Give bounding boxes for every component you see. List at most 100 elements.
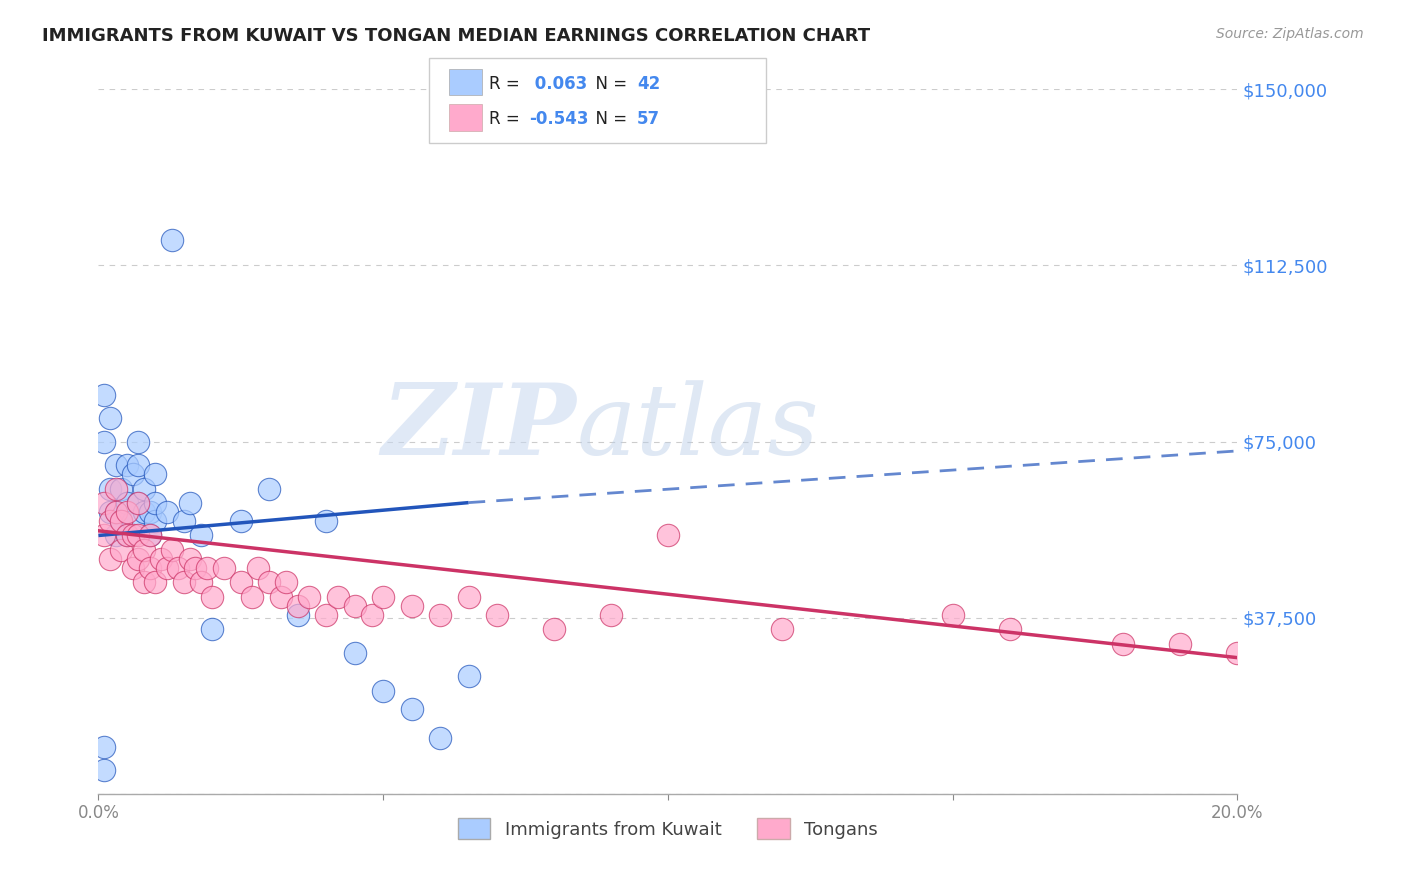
Text: atlas: atlas xyxy=(576,380,820,475)
Point xyxy=(298,590,321,604)
Point xyxy=(104,482,127,496)
Text: Source: ZipAtlas.com: Source: ZipAtlas.com xyxy=(1216,27,1364,41)
Point xyxy=(1226,646,1249,660)
Point xyxy=(104,528,127,542)
Point xyxy=(600,608,623,623)
Point xyxy=(1170,636,1192,650)
Point xyxy=(121,528,143,542)
Point xyxy=(127,458,149,472)
Point xyxy=(212,561,235,575)
Point xyxy=(150,552,173,566)
Point xyxy=(201,623,224,637)
Point xyxy=(110,515,132,529)
Point xyxy=(287,599,309,613)
Point xyxy=(93,739,115,754)
Text: 57: 57 xyxy=(637,111,659,128)
Point xyxy=(98,515,121,529)
Point xyxy=(179,495,201,509)
Point xyxy=(93,495,115,509)
Point xyxy=(543,623,565,637)
Point xyxy=(229,515,252,529)
Point xyxy=(429,608,451,623)
Point xyxy=(315,608,337,623)
Point xyxy=(190,575,212,590)
Point xyxy=(167,561,190,575)
Point xyxy=(127,434,149,449)
Point xyxy=(110,542,132,557)
Point xyxy=(276,575,298,590)
Point xyxy=(98,505,121,519)
Point xyxy=(138,528,160,542)
Text: IMMIGRANTS FROM KUWAIT VS TONGAN MEDIAN EARNINGS CORRELATION CHART: IMMIGRANTS FROM KUWAIT VS TONGAN MEDIAN … xyxy=(42,27,870,45)
Point xyxy=(132,482,155,496)
Point xyxy=(770,623,793,637)
Point xyxy=(162,542,184,557)
Point xyxy=(401,702,423,716)
Point xyxy=(360,608,382,623)
Point xyxy=(156,505,179,519)
Point xyxy=(173,575,195,590)
Point xyxy=(429,731,451,745)
Text: 0.063: 0.063 xyxy=(529,75,586,93)
Point xyxy=(657,528,679,542)
Point xyxy=(315,515,337,529)
Point xyxy=(121,467,143,482)
Point xyxy=(115,495,138,509)
Point xyxy=(179,552,201,566)
Point xyxy=(457,669,479,683)
Point xyxy=(127,495,149,509)
Point xyxy=(110,515,132,529)
Text: 42: 42 xyxy=(637,75,661,93)
Point xyxy=(1112,636,1135,650)
Point xyxy=(259,575,281,590)
Point xyxy=(138,561,160,575)
Point xyxy=(173,515,195,529)
Point xyxy=(115,528,138,542)
Point xyxy=(942,608,965,623)
Point xyxy=(93,387,115,401)
Point xyxy=(190,528,212,542)
Point xyxy=(138,528,160,542)
Point xyxy=(162,233,184,247)
Point xyxy=(104,505,127,519)
Point xyxy=(127,495,149,509)
Point xyxy=(401,599,423,613)
Point xyxy=(132,575,155,590)
Point xyxy=(184,561,207,575)
Point xyxy=(145,467,167,482)
Point xyxy=(121,561,143,575)
Point xyxy=(145,575,167,590)
Point xyxy=(343,599,366,613)
Text: N =: N = xyxy=(585,75,633,93)
Point xyxy=(104,458,127,472)
Point xyxy=(343,646,366,660)
Point xyxy=(93,528,115,542)
Point xyxy=(145,515,167,529)
Point xyxy=(246,561,269,575)
Point xyxy=(270,590,292,604)
Point xyxy=(104,505,127,519)
Point xyxy=(229,575,252,590)
Point xyxy=(115,528,138,542)
Point xyxy=(115,505,138,519)
Text: R =: R = xyxy=(489,111,526,128)
Text: -0.543: -0.543 xyxy=(529,111,588,128)
Point xyxy=(326,590,349,604)
Point xyxy=(259,482,281,496)
Point xyxy=(127,552,149,566)
Point xyxy=(132,505,155,519)
Text: N =: N = xyxy=(585,111,633,128)
Point xyxy=(457,590,479,604)
Point xyxy=(93,764,115,778)
Point xyxy=(132,542,155,557)
Point xyxy=(486,608,509,623)
Point xyxy=(115,458,138,472)
Point xyxy=(287,608,309,623)
Point xyxy=(98,482,121,496)
Text: R =: R = xyxy=(489,75,526,93)
Point xyxy=(145,495,167,509)
Point xyxy=(240,590,263,604)
Point xyxy=(201,590,224,604)
Point xyxy=(373,683,395,698)
Point xyxy=(127,528,149,542)
